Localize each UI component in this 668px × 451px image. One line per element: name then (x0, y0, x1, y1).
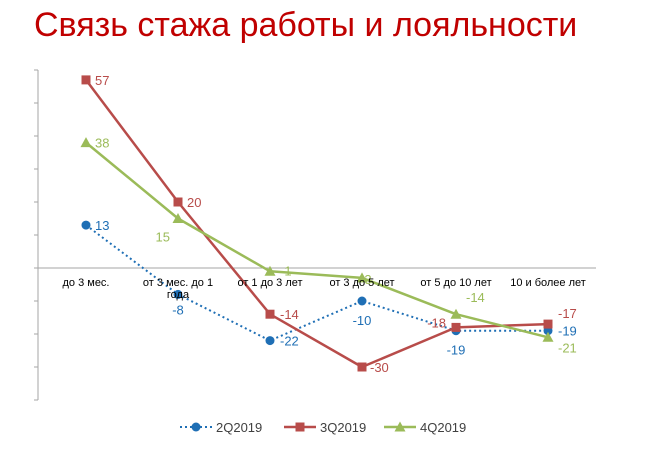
series-marker (172, 213, 184, 223)
series-markers (80, 75, 554, 372)
series-marker (265, 309, 275, 319)
data-label: -3 (360, 272, 372, 287)
legend-label: 3Q2019 (320, 420, 366, 435)
data-label: -1 (280, 263, 292, 278)
series-marker (173, 197, 183, 207)
category-label: от 3 мес. до 1 года (143, 277, 213, 301)
series-marker (542, 331, 554, 342)
category-labels: до 3 мес. от 3 мес. до 1 года от 1 до 3 лет… (62, 277, 585, 301)
legend-label: 4Q2019 (420, 420, 466, 435)
legend-marker (295, 422, 305, 432)
chart-axes (34, 69, 596, 401)
series-marker (543, 319, 553, 329)
data-label: 20 (187, 195, 201, 210)
data-label: -17 (558, 306, 577, 321)
legend-marker (191, 422, 201, 432)
data-label: -19 (558, 324, 577, 339)
data-label: -30 (370, 360, 389, 375)
series-line (85, 141, 549, 339)
series-marker (173, 289, 183, 299)
data-label: 15 (156, 230, 170, 245)
series-marker (80, 137, 92, 148)
series-marker (81, 220, 91, 230)
series-marker (357, 296, 367, 306)
category-label: 10 и более лет (510, 277, 586, 289)
data-label: -19 (447, 343, 466, 358)
series-line (85, 79, 549, 369)
legend-marker (394, 421, 406, 432)
legend-label: 2Q2019 (216, 420, 262, 435)
category-label: от 3 до 5 лет (329, 277, 394, 289)
data-labels: 13 -8 -22 -10 -19 -19 57 20 -14 -30 -18 -17 38 15 -1 -3… (95, 73, 577, 375)
data-label: -14 (280, 307, 299, 322)
series-marker (357, 362, 367, 372)
category-label: от 5 до 10 лет (420, 277, 491, 289)
data-label: 57 (95, 73, 109, 88)
data-label: -22 (280, 334, 299, 349)
series-marker (356, 272, 368, 283)
legend: 2Q2019 3Q2019 4Q2019 (180, 420, 466, 435)
series-lines (85, 79, 549, 369)
chart-title: Связь стажа работы и лояльности (34, 6, 578, 44)
series-line (85, 224, 548, 342)
category-label: от 1 до 3 лет (237, 277, 302, 289)
series-marker (451, 322, 461, 332)
series-marker (450, 308, 462, 319)
category-label: до 3 мес. (62, 277, 109, 289)
series-marker (265, 336, 275, 346)
data-label: -10 (353, 313, 372, 328)
data-label: -14 (466, 290, 485, 305)
data-label: -18 (427, 315, 446, 330)
data-label: 38 (95, 136, 109, 151)
series-marker (264, 265, 276, 276)
data-label: -8 (172, 302, 184, 317)
series-marker (81, 75, 91, 85)
data-label: 13 (95, 218, 109, 233)
data-label: -21 (558, 340, 577, 355)
